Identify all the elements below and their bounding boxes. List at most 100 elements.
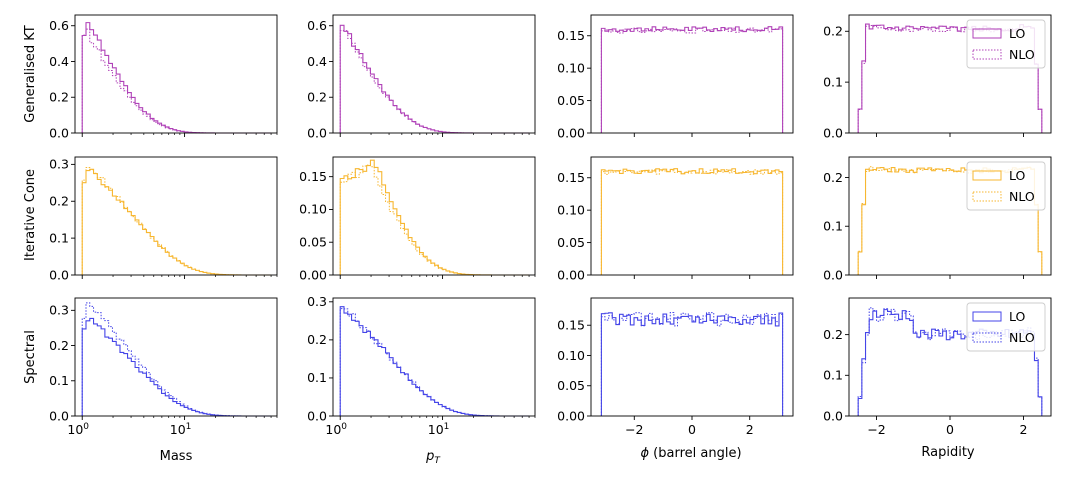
y-tick-label: 0.1 [49, 373, 69, 388]
y-tick-label: 0.1 [823, 219, 843, 234]
series-nlo [339, 164, 530, 276]
y-tick-label: 0.15 [557, 28, 585, 43]
y-tick-label: 0.0 [49, 125, 69, 140]
axes-frame [332, 297, 536, 417]
y-tick-label: 0.05 [299, 235, 327, 250]
legend-box [966, 19, 1046, 69]
y-tick-label: 0.1 [307, 370, 327, 385]
series-nlo [339, 30, 530, 134]
y-tick-label: 0.05 [557, 378, 585, 393]
legend: LO NLO [966, 19, 1046, 69]
panel-0-1: 0.0 0.2 0.4 0.6 [307, 14, 536, 140]
axes-frame [332, 156, 536, 276]
y-tick-label: 0.15 [299, 169, 327, 184]
x-tick-label: 2 [746, 422, 754, 437]
panel-2-3: 0.0 0.1 0.2 −2 0 2 LO NLO [823, 297, 1052, 437]
row-label-iterative-cone: Iterative Cone [23, 169, 38, 261]
y-tick-label: 0.15 [557, 170, 585, 185]
x-tick-label: −2 [867, 422, 885, 437]
y-tick-label: 0.15 [557, 318, 585, 333]
x-tick-label: 101 [170, 422, 192, 437]
legend-swatch-lo [972, 28, 1002, 39]
legend: LO NLO [966, 161, 1046, 211]
y-tick-label: 0.6 [307, 18, 327, 33]
panel-0-0: 0.0 0.2 0.4 0.6 [49, 14, 278, 140]
y-tick-label: 0.0 [823, 125, 843, 140]
y-tick-label: 0.2 [49, 194, 69, 209]
row-label-spectral: Spectral [23, 330, 38, 384]
xlabel-pt: pT [425, 449, 441, 466]
xlabel-phi: ϕ (barrel angle) [640, 446, 741, 461]
xlabel-mass: Mass [160, 449, 193, 464]
y-tick-label: 0.2 [307, 332, 327, 347]
axes-frame [74, 156, 278, 276]
y-tick-label: 0.10 [557, 348, 585, 363]
panel-1-1: 0.00 0.05 0.10 0.15 [299, 156, 536, 282]
series-nlo [600, 169, 784, 275]
series-lo [600, 168, 784, 275]
legend-swatch-nlo [972, 191, 1002, 202]
axes-frame [74, 14, 278, 134]
y-tick-label: 0.3 [49, 157, 69, 172]
y-tick-label: 0.05 [557, 235, 585, 250]
panel-2-1: 0.0 0.1 0.2 0.3 100 101 [307, 294, 536, 437]
panel-2-2: 0.00 0.05 0.10 0.15 −2 0 2 [557, 297, 794, 437]
panel-1-2: 0.00 0.05 0.10 0.15 [557, 156, 794, 282]
series-nlo [81, 302, 272, 417]
y-tick-label: 0.6 [49, 18, 69, 33]
y-tick-label: 0.10 [557, 60, 585, 75]
y-tick-label: 0.4 [49, 54, 69, 69]
series-lo [81, 317, 272, 417]
y-tick-label: 0.3 [307, 294, 327, 309]
y-tick-label: 0.2 [307, 90, 327, 105]
series-lo [600, 312, 784, 416]
legend-label-lo: LO [1009, 309, 1026, 324]
xlabel-rapidity: Rapidity [921, 445, 975, 460]
series-nlo [857, 307, 1043, 416]
series-nlo [81, 28, 272, 134]
y-tick-label: 0.00 [557, 267, 585, 282]
panel-0-3: 0.0 0.1 0.2 LO NLO [823, 14, 1052, 140]
legend-swatch-lo [972, 170, 1002, 181]
legend-box [966, 302, 1046, 352]
legend-box [966, 161, 1046, 211]
legend-label-lo: LO [1009, 26, 1026, 41]
y-tick-label: 0.4 [307, 54, 327, 69]
y-tick-label: 0.05 [557, 93, 585, 108]
legend-label-nlo: NLO [1009, 189, 1035, 204]
y-tick-label: 0.0 [823, 408, 843, 423]
panel-1-0: 0.0 0.1 0.2 0.3 [49, 156, 278, 282]
y-tick-label: 0.2 [823, 327, 843, 342]
legend-label-nlo: NLO [1009, 330, 1035, 345]
axes-frame [590, 156, 794, 276]
legend-label-nlo: NLO [1009, 47, 1035, 62]
legend-swatch-nlo [972, 49, 1002, 60]
legend: LO NLO [966, 302, 1046, 352]
y-tick-label: 0.3 [49, 303, 69, 318]
series-lo [339, 24, 530, 134]
series-lo [600, 26, 784, 133]
y-tick-label: 0.2 [823, 170, 843, 185]
x-tick-label: 0 [688, 422, 696, 437]
y-tick-label: 0.1 [823, 74, 843, 89]
y-tick-label: 0.0 [49, 408, 69, 423]
series-nlo [600, 312, 784, 416]
x-tick-label: 100 [67, 422, 89, 437]
axes-frame [332, 14, 536, 134]
y-tick-label: 0.2 [49, 338, 69, 353]
series-lo [81, 22, 272, 134]
axes-frame [74, 297, 278, 417]
y-tick-label: 0.0 [49, 267, 69, 282]
x-tick-label: −2 [625, 422, 643, 437]
y-tick-label: 0.00 [299, 267, 327, 282]
series-lo [339, 159, 530, 276]
y-tick-label: 0.0 [307, 125, 327, 140]
y-tick-label: 0.1 [49, 230, 69, 245]
panel-2-0: 0.0 0.1 0.2 0.3 100 101 [49, 297, 278, 437]
panel-1-3: 0.0 0.1 0.2 LO NLO [823, 156, 1052, 282]
x-tick-label: 2 [1019, 422, 1027, 437]
x-tick-label: 100 [325, 422, 347, 437]
legend-swatch-nlo [972, 332, 1002, 343]
x-tick-label: 0 [946, 422, 954, 437]
